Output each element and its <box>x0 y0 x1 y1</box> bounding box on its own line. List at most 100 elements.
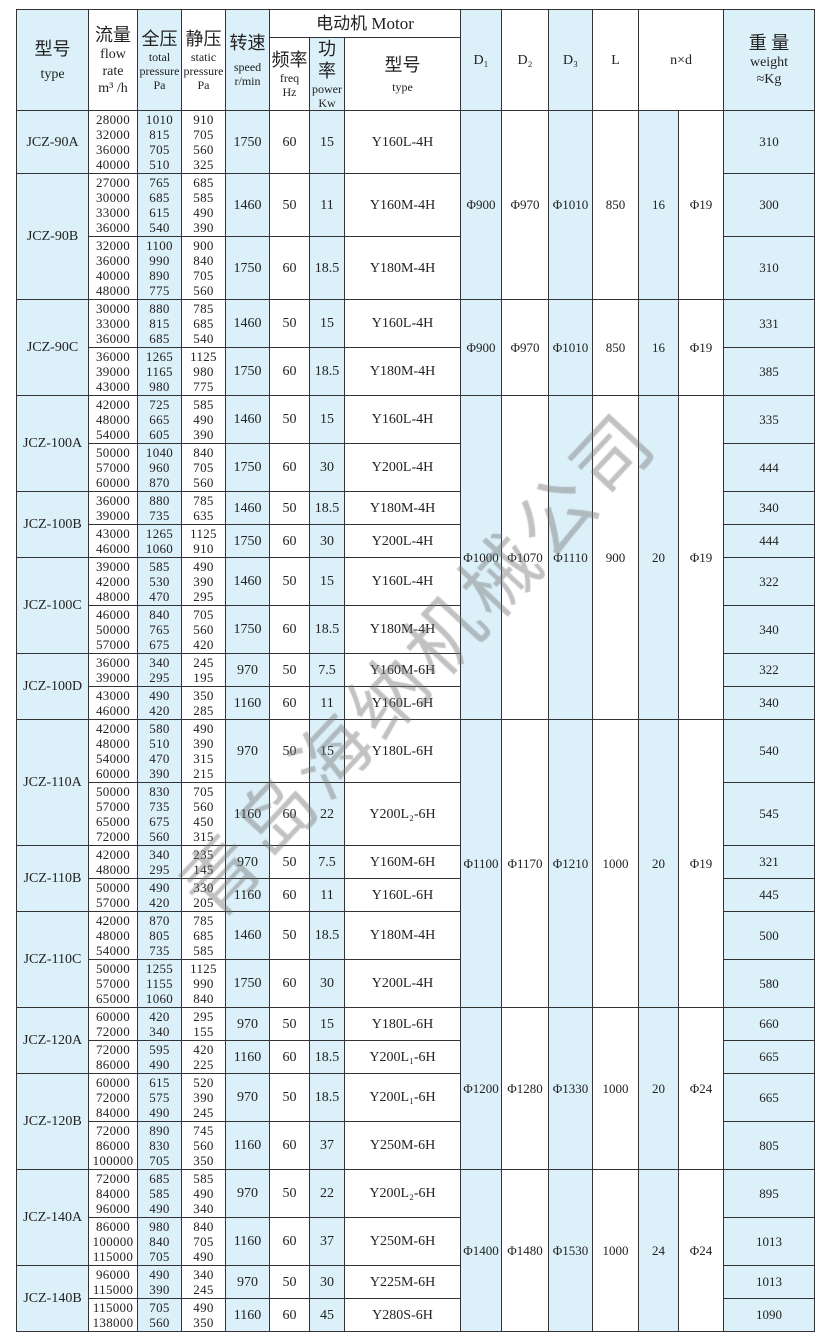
flow-values: 50000 57000 65000 72000 <box>88 782 138 846</box>
header-speed-unit: r/min <box>234 74 261 88</box>
static-pressure-values: 900 840 705 560 <box>181 236 226 300</box>
static-pressure-values: 340 245 <box>181 1265 226 1299</box>
static-pressure-values: 705 560 420 <box>181 605 226 654</box>
model-name: JCZ-100D <box>16 653 89 720</box>
weight: 500 <box>723 911 816 960</box>
header-flow-unit: m³ /h <box>98 80 128 96</box>
motor-type: Y200L-4H <box>343 524 462 558</box>
frequency: 60 <box>269 605 310 654</box>
header-speed-en1: speed <box>233 60 262 74</box>
frequency: 60 <box>269 782 310 846</box>
motor-type: Y160M-6H <box>343 845 462 879</box>
static-pressure-values: 1125 990 840 <box>181 959 226 1008</box>
dimension-l: 1000 <box>592 1007 640 1170</box>
power: 15 <box>309 1007 345 1041</box>
header-motor: 电动机 Motor <box>268 9 462 38</box>
motor-type: Y180L-6H <box>343 719 462 783</box>
motor-type: Y200L-4H <box>343 959 462 1008</box>
total-pressure-values: 765 685 615 540 <box>137 173 182 237</box>
total-pressure-values: 1265 1165 980 <box>137 347 182 396</box>
static-pressure-values: 520 390 245 <box>181 1073 226 1122</box>
weight: 310 <box>723 110 816 174</box>
model-name: JCZ-120A <box>16 1007 89 1074</box>
dimension-d2: Φ1280 <box>501 1007 550 1170</box>
header-freq-zh: 频率 <box>271 50 308 70</box>
power: 22 <box>309 1169 345 1218</box>
static-pressure-values: 1125 910 <box>181 524 226 558</box>
table-body: JCZ-90A 28000 32000 36000 40000 1010 815 7… <box>16 110 816 1332</box>
hole-diameter: Φ24 <box>678 1169 725 1332</box>
flow-values: 28000 32000 36000 40000 <box>88 110 138 174</box>
weight: 895 <box>723 1169 816 1218</box>
flow-values: 50000 57000 60000 <box>88 443 138 492</box>
speed: 1160 <box>225 878 270 912</box>
speed: 1160 <box>225 782 270 846</box>
static-pressure-values: 295 155 <box>181 1007 226 1041</box>
header-power: 功率 power Kw <box>309 37 345 111</box>
hole-diameter: Φ19 <box>678 110 725 300</box>
header-static-unit: Pa <box>197 78 210 92</box>
header-row-1: 型号 type 流量 flow rate m³ /h 全压 total pressure Pa… <box>16 9 816 111</box>
speed: 1460 <box>225 173 270 237</box>
table-row: JCZ-140A 72000 84000 96000 685 585 490 585 … <box>16 1169 816 1332</box>
hole-count: 20 <box>638 719 680 1008</box>
power: 22 <box>309 782 345 846</box>
flow-values: 36000 39000 <box>88 653 138 687</box>
header-type-en: type <box>40 66 65 82</box>
frequency: 50 <box>269 173 310 237</box>
speed: 1460 <box>225 911 270 960</box>
weight: 322 <box>723 653 816 687</box>
flow-values: 72000 84000 96000 <box>88 1169 138 1218</box>
header-type-zh: 型号 <box>34 38 71 59</box>
header-static-pressure: 静压 static pressure Pa <box>181 9 226 111</box>
power: 18.5 <box>309 605 345 654</box>
header-d2: D₂ <box>501 9 550 111</box>
motor-type: Y280S-6H <box>343 1298 462 1332</box>
static-pressure-values: 245 195 <box>181 653 226 687</box>
total-pressure-values: 340 295 <box>137 653 182 687</box>
speed: 1750 <box>225 347 270 396</box>
header-total-pressure: 全压 total pressure Pa <box>137 9 182 111</box>
frequency: 50 <box>269 395 310 444</box>
speed: 970 <box>225 1265 270 1299</box>
hole-diameter: Φ19 <box>678 299 725 396</box>
power: 30 <box>309 443 345 492</box>
flow-values: 42000 48000 54000 <box>88 911 138 960</box>
speed: 1160 <box>225 1121 270 1170</box>
speed: 1160 <box>225 1217 270 1266</box>
frequency: 60 <box>269 236 310 300</box>
frequency: 60 <box>269 1217 310 1266</box>
power: 7.5 <box>309 845 345 879</box>
flow-values: 50000 57000 <box>88 878 138 912</box>
speed: 1460 <box>225 299 270 348</box>
power: 15 <box>309 395 345 444</box>
motor-type: Y160L-6H <box>343 878 462 912</box>
flow-values: 39000 42000 48000 <box>88 557 138 606</box>
total-pressure-values: 880 815 685 <box>137 299 182 348</box>
header-speed: 转速 speed r/min <box>225 9 270 111</box>
weight: 445 <box>723 878 816 912</box>
motor-type: Y160L-4H <box>343 557 462 606</box>
power: 15 <box>309 719 345 783</box>
static-pressure-values: 910 705 560 325 <box>181 110 226 174</box>
static-pressure-values: 705 560 450 315 <box>181 782 226 846</box>
speed: 970 <box>225 845 270 879</box>
static-pressure-values: 1125 980 775 <box>181 347 226 396</box>
flow-values: 46000 50000 57000 <box>88 605 138 654</box>
flow-values: 72000 86000 100000 <box>88 1121 138 1170</box>
power: 18.5 <box>309 1040 345 1074</box>
total-pressure-values: 830 735 675 560 <box>137 782 182 846</box>
total-pressure-values: 890 830 705 <box>137 1121 182 1170</box>
weight: 1090 <box>723 1298 816 1332</box>
total-pressure-values: 615 575 490 <box>137 1073 182 1122</box>
header-flow-en1: flow <box>100 46 126 62</box>
header-power-zh: 功率 <box>318 39 336 81</box>
total-pressure-values: 595 490 <box>137 1040 182 1074</box>
motor-type: Y160L-4H <box>343 299 462 348</box>
power: 18.5 <box>309 491 345 525</box>
weight: 1013 <box>723 1265 816 1299</box>
table-row: JCZ-120A 60000 72000 420 340 295 155 970 50 15… <box>16 1007 816 1170</box>
frequency: 60 <box>269 1121 310 1170</box>
motor-type: Y250M-6H <box>343 1121 462 1170</box>
header-weight: 重 量 weight ≈Kg <box>723 9 816 111</box>
